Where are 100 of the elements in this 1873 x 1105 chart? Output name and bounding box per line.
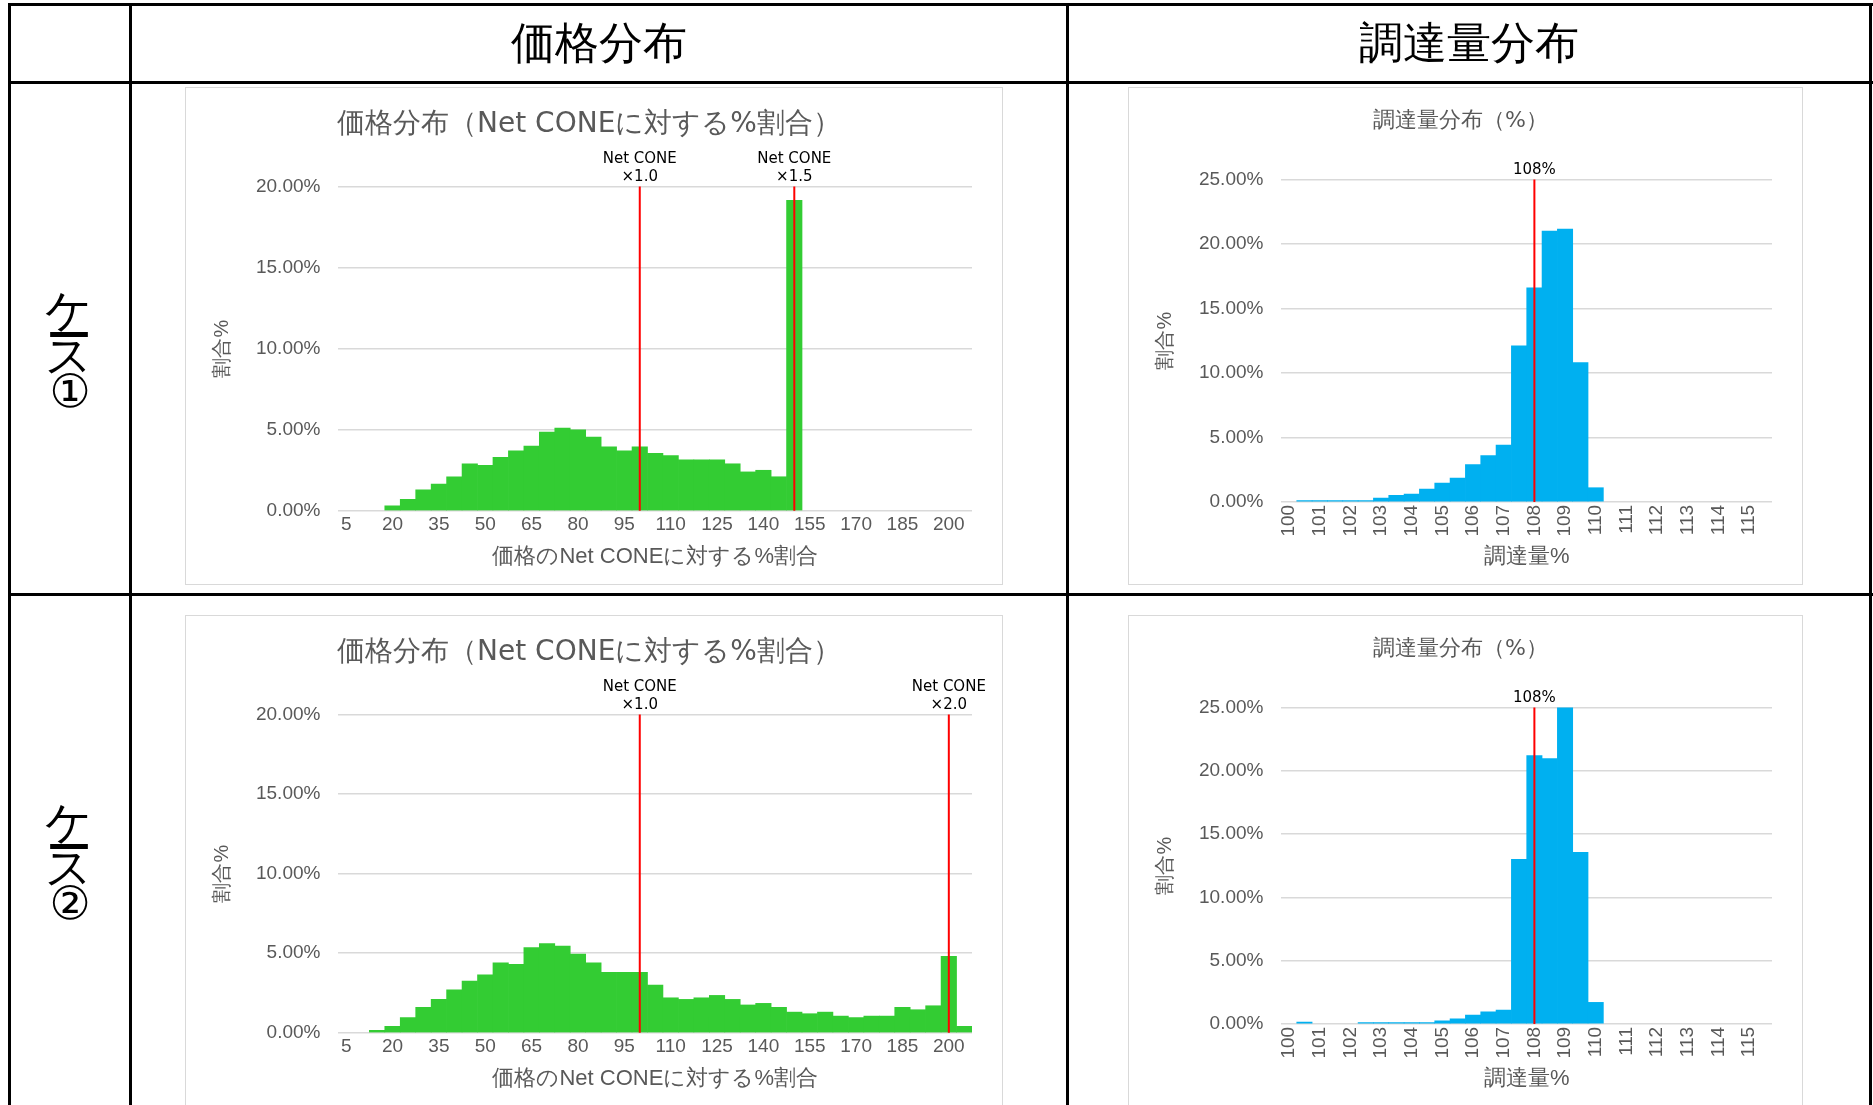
chart-title: 調達量分布（%） — [1373, 634, 1548, 660]
x-tick-label: 170 — [840, 513, 872, 535]
x-axis-title: 価格のNet CONEに対する%割合 — [492, 542, 818, 568]
x-tick-label: 110 — [1583, 1026, 1605, 1058]
x-tick-label: 108 — [1522, 1026, 1544, 1059]
ref-line-label: Net CONE ×1.5 — [757, 148, 832, 185]
x-tick-label: 185 — [886, 1035, 919, 1057]
x-tick-label: 104 — [1399, 504, 1421, 537]
x-tick-label: 110 — [1583, 504, 1605, 536]
x-tick-label: 5 — [340, 513, 352, 535]
x-tick-label: 107 — [1491, 504, 1513, 537]
y-axis-title: 割合% — [1152, 311, 1175, 370]
y-tick-label: 15.00% — [255, 782, 321, 804]
y-tick-label: 15.00% — [255, 255, 321, 277]
y-tick-label: 25.00% — [1198, 695, 1264, 717]
x-tick-label: 95 — [613, 513, 635, 535]
x-tick-label: 35 — [428, 1035, 450, 1057]
y-tick-label: 15.00% — [1198, 822, 1264, 844]
y-axis-title: 割合% — [209, 844, 232, 903]
x-axis-title: 調達量% — [1483, 542, 1570, 568]
x-tick-label: 170 — [840, 1035, 872, 1057]
x-tick-label: 109 — [1553, 504, 1575, 537]
x-tick-label: 111 — [1614, 504, 1636, 534]
y-tick-label: 20.00% — [255, 702, 321, 724]
x-tick-label: 95 — [613, 1035, 635, 1057]
x-tick-label: 109 — [1553, 1026, 1575, 1059]
x-tick-label: 102 — [1338, 504, 1360, 537]
x-axis-title: 価格のNet CONEに対する%割合 — [492, 1064, 818, 1090]
y-tick-label: 10.00% — [1198, 885, 1264, 907]
x-tick-label: 103 — [1369, 1026, 1391, 1059]
x-tick-label: 114 — [1706, 1026, 1728, 1058]
x-axis-title: 調達量% — [1483, 1064, 1570, 1090]
ref-line-label: 108% — [1512, 687, 1556, 706]
text: 調達量分布 — [1358, 16, 1580, 70]
x-tick-label: 105 — [1430, 504, 1452, 537]
x-tick-label: 155 — [793, 1035, 826, 1057]
ref-line-label: 108% — [1512, 159, 1556, 178]
x-tick-label: 100 — [1277, 1026, 1299, 1059]
x-tick-label: 113 — [1675, 504, 1697, 536]
y-tick-label: 0.00% — [1209, 490, 1264, 512]
ref-line-label: Net CONE ×2.0 — [911, 676, 986, 713]
y-axis-title: 割合% — [209, 319, 232, 378]
chart-title: 調達量分布（%） — [1373, 106, 1548, 132]
x-tick-label: 115 — [1737, 1026, 1759, 1058]
x-tick-label: 80 — [567, 513, 589, 535]
y-tick-label: 0.00% — [1209, 1012, 1264, 1034]
x-tick-label: 112 — [1645, 504, 1667, 536]
x-tick-label: 106 — [1461, 1026, 1483, 1059]
y-tick-label: 20.00% — [1198, 758, 1264, 780]
x-tick-label: 50 — [474, 513, 496, 535]
x-tick-label: 110 — [655, 1035, 686, 1057]
x-tick-label: 35 — [428, 513, 450, 535]
x-tick-label: 101 — [1308, 504, 1329, 537]
x-tick-label: 113 — [1675, 1026, 1697, 1058]
y-tick-label: 5.00% — [1209, 948, 1264, 970]
x-tick-label: 155 — [793, 513, 826, 535]
x-tick-label: 112 — [1645, 1026, 1667, 1058]
ref-line-label: Net CONE ×1.0 — [602, 148, 677, 185]
x-tick-label: 140 — [747, 1035, 780, 1057]
x-tick-label: 80 — [567, 1035, 589, 1057]
y-tick-label: 0.00% — [266, 499, 321, 521]
chart-title: 価格分布（Net CONEに対する%割合） — [337, 106, 841, 140]
text: ケース① — [42, 258, 98, 420]
x-tick-label: 115 — [1737, 504, 1759, 536]
x-tick-label: 140 — [747, 513, 780, 535]
x-tick-label: 5 — [340, 1035, 352, 1057]
y-axis-title: 割合% — [1152, 836, 1175, 895]
x-tick-label: 65 — [521, 513, 543, 535]
y-tick-label: 10.00% — [255, 336, 321, 358]
x-tick-label: 200 — [932, 513, 965, 535]
y-tick-label: 20.00% — [255, 174, 321, 196]
x-tick-label: 110 — [655, 513, 686, 535]
y-tick-label: 5.00% — [266, 417, 321, 439]
x-tick-label: 111 — [1614, 1026, 1636, 1056]
y-tick-label: 10.00% — [255, 861, 321, 883]
y-tick-label: 5.00% — [1209, 425, 1264, 447]
y-tick-label: 15.00% — [1198, 296, 1264, 318]
x-tick-label: 105 — [1430, 1026, 1452, 1059]
text: 価格分布 — [510, 16, 688, 70]
y-tick-label: 0.00% — [266, 1021, 321, 1043]
x-tick-label: 65 — [521, 1035, 543, 1057]
x-tick-label: 108 — [1522, 504, 1544, 537]
y-tick-label: 10.00% — [1198, 361, 1264, 383]
x-tick-label: 103 — [1369, 504, 1391, 537]
y-tick-label: 20.00% — [1198, 232, 1264, 254]
x-tick-label: 125 — [701, 1035, 733, 1057]
x-tick-label: 20 — [381, 1035, 404, 1057]
x-tick-label: 101 — [1308, 1026, 1329, 1059]
ref-line-label: Net CONE ×1.0 — [602, 676, 677, 713]
x-tick-label: 185 — [886, 513, 919, 535]
x-tick-label: 104 — [1399, 1026, 1421, 1059]
x-tick-label: 50 — [474, 1035, 496, 1057]
x-tick-label: 125 — [701, 513, 733, 535]
y-tick-label: 5.00% — [266, 941, 321, 963]
chart-title: 価格分布（Net CONEに対する%割合） — [337, 634, 841, 668]
x-tick-label: 20 — [381, 513, 404, 535]
x-tick-label: 102 — [1338, 1026, 1360, 1059]
text: ケース② — [42, 770, 98, 932]
x-tick-label: 114 — [1706, 504, 1728, 536]
y-tick-label: 25.00% — [1198, 167, 1264, 189]
